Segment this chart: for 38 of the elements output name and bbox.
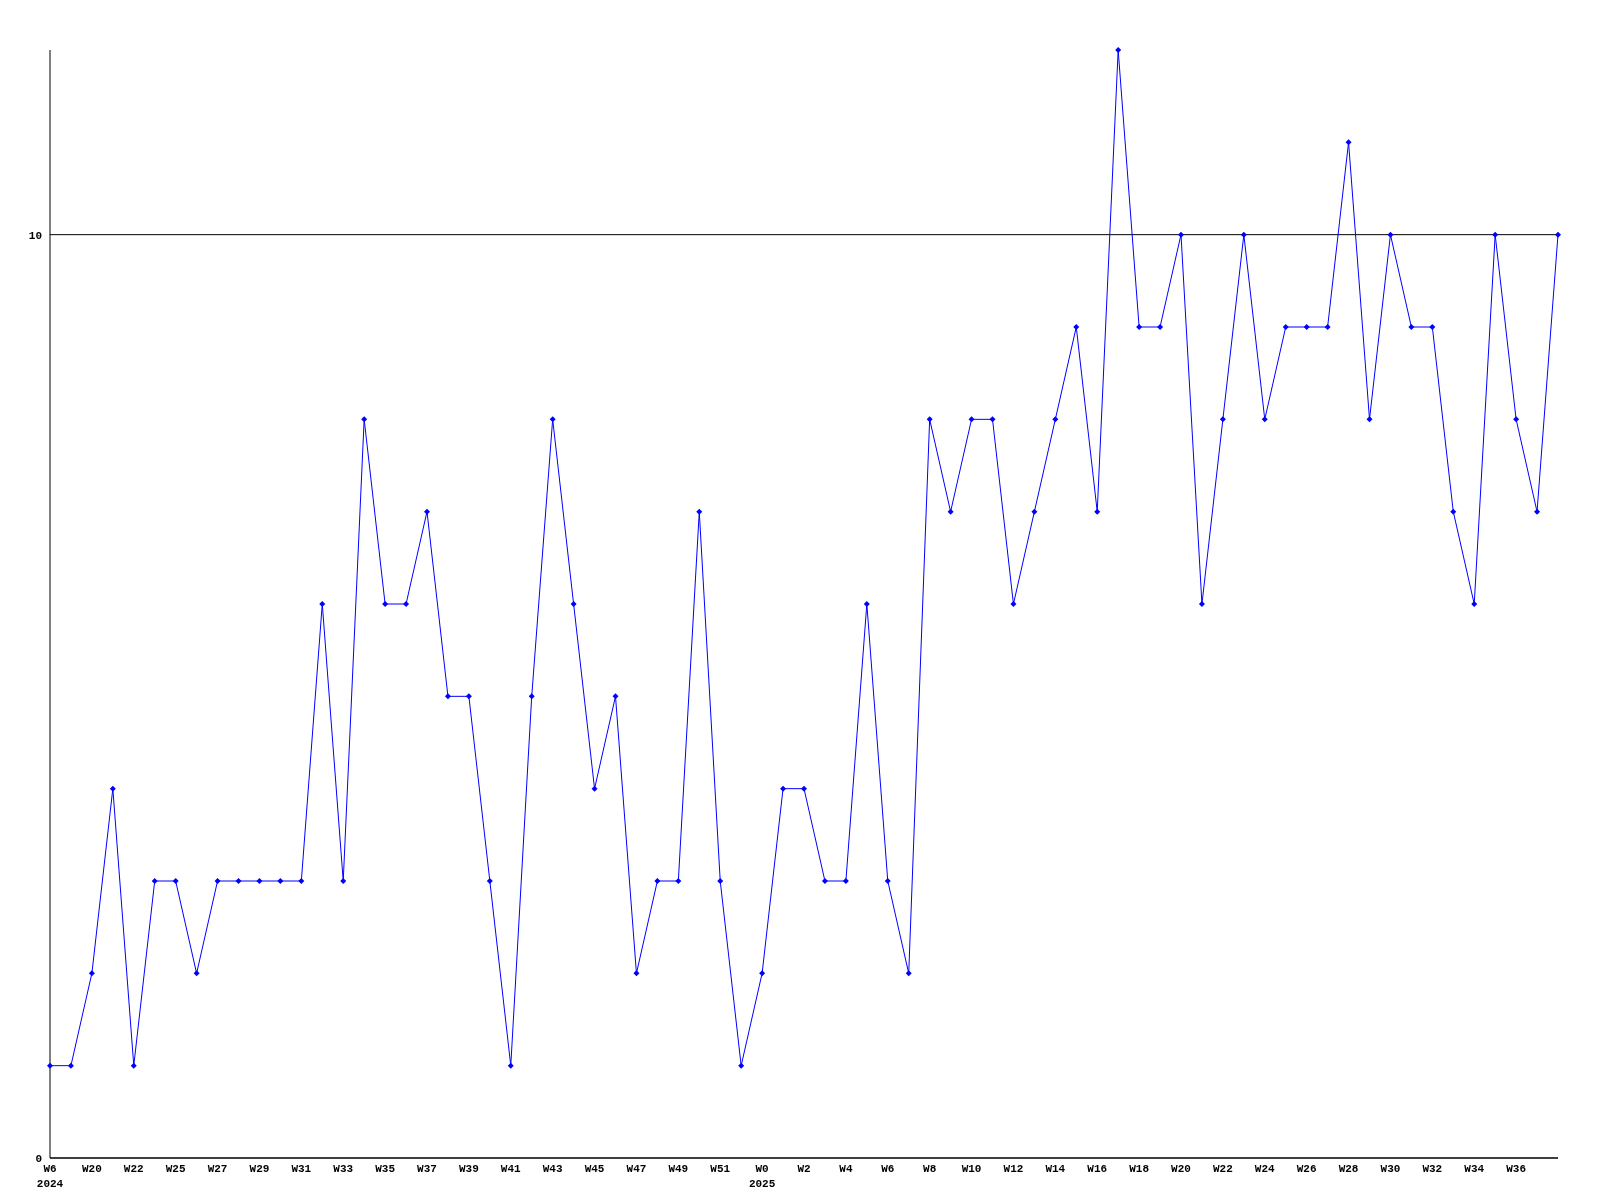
- x-tick-label: W35: [375, 1163, 396, 1175]
- x-tick-label: W12: [1003, 1163, 1024, 1175]
- x-tick-label: W26: [1296, 1163, 1317, 1175]
- x-tick-label: W6 2024: [36, 1163, 64, 1190]
- x-tick-label: W20: [1171, 1163, 1191, 1175]
- x-tick-label: W6: [881, 1163, 895, 1175]
- x-tick-label: W33: [333, 1163, 354, 1175]
- x-tick-label: W8: [923, 1163, 937, 1175]
- x-tick-label: W25: [165, 1163, 186, 1175]
- y-tick-label: 10: [28, 229, 42, 242]
- x-tick-label: W14: [1045, 1163, 1066, 1175]
- x-tick-label: W37: [417, 1163, 437, 1175]
- x-tick-label: W10: [961, 1163, 982, 1175]
- y-tick-label: 0: [35, 1152, 42, 1165]
- x-tick-label: W47: [626, 1163, 647, 1175]
- x-tick-label: W39: [458, 1163, 479, 1175]
- x-tick-label: W20: [81, 1163, 102, 1175]
- x-tick-label: W34: [1464, 1163, 1485, 1175]
- x-tick-label: W31: [291, 1163, 312, 1175]
- x-tick-label: W51: [710, 1163, 731, 1175]
- x-tick-label: W24: [1254, 1163, 1276, 1175]
- x-tick-label: W36: [1506, 1163, 1527, 1175]
- x-tick-label: W2: [797, 1163, 811, 1175]
- x-tick-label: W30: [1380, 1163, 1401, 1175]
- x-tick-label: W22: [123, 1163, 144, 1175]
- x-tick-label: W45: [584, 1163, 605, 1175]
- x-tick-label: W0 2025: [748, 1163, 776, 1190]
- x-tick-label: W28: [1338, 1163, 1359, 1175]
- x-tick-label: W32: [1422, 1163, 1443, 1175]
- x-tick-label: W4: [839, 1163, 853, 1175]
- x-tick-label: W18: [1129, 1163, 1150, 1175]
- x-tick-label: W22: [1212, 1163, 1233, 1175]
- x-tick-label: W27: [207, 1163, 228, 1175]
- x-tick-label: W41: [500, 1163, 522, 1175]
- x-tick-label: W49: [668, 1163, 689, 1175]
- x-tick-label: W16: [1087, 1163, 1108, 1175]
- x-tick-label: W29: [249, 1163, 270, 1175]
- x-tick-label: W43: [542, 1163, 563, 1175]
